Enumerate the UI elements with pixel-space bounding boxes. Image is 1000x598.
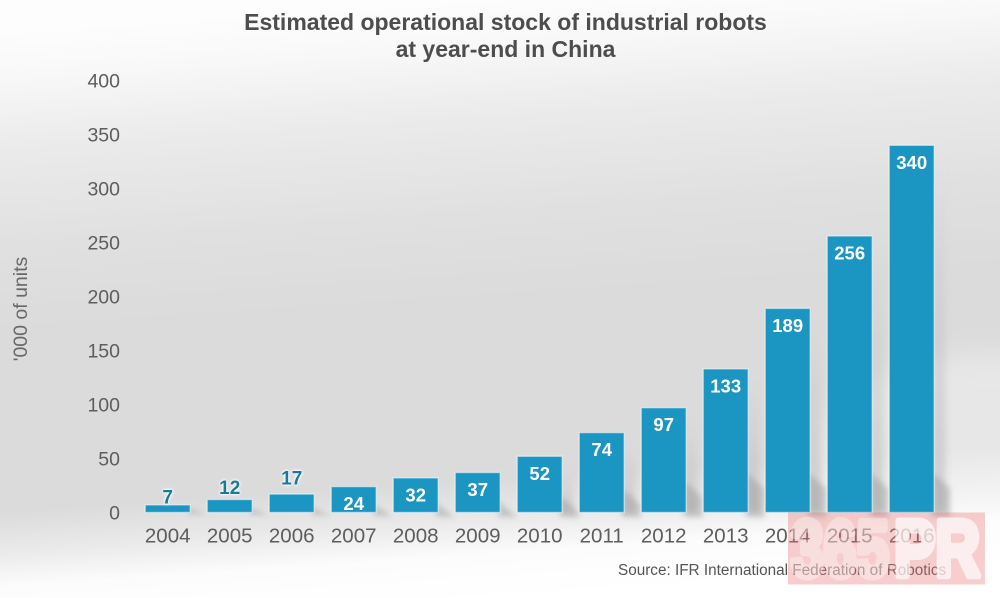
svg-text:2012: 2012 [641,525,687,548]
svg-text:2007: 2007 [331,525,377,548]
svg-text:2013: 2013 [703,525,749,548]
svg-text:150: 150 [87,341,120,363]
svg-text:2014: 2014 [765,525,811,548]
svg-text:2010: 2010 [517,525,563,548]
svg-text:2008: 2008 [393,525,439,548]
svg-text:Source: IFR International Fede: Source: IFR International Federation of … [618,562,947,579]
svg-text:133: 133 [710,375,741,396]
svg-text:7: 7 [162,488,173,509]
svg-text:2004: 2004 [145,525,191,548]
svg-text:100: 100 [87,395,120,417]
svg-text:2011: 2011 [580,525,624,548]
svg-text:24: 24 [343,493,364,514]
svg-text:2016: 2016 [889,525,935,548]
svg-text:74: 74 [591,439,612,460]
svg-text:17: 17 [281,468,302,489]
svg-text:189: 189 [772,315,803,336]
svg-text:32: 32 [405,484,426,505]
svg-text:350: 350 [87,125,120,147]
svg-text:2005: 2005 [207,525,253,548]
svg-text:52: 52 [529,463,550,484]
svg-text:'000 of units: '000 of units [10,256,32,361]
svg-text:2006: 2006 [269,525,315,548]
svg-text:97: 97 [653,414,674,435]
svg-text:at year-end in China: at year-end in China [396,36,616,62]
svg-text:0: 0 [109,503,120,525]
svg-text:250: 250 [87,233,120,255]
svg-text:300: 300 [87,179,120,201]
svg-text:200: 200 [87,287,120,309]
svg-text:PR: PR [894,504,980,593]
svg-text:400: 400 [87,71,120,93]
svg-text:Estimated operational stock of: Estimated operational stock of industria… [244,9,767,35]
svg-text:365: 365 [791,504,889,593]
svg-text:340: 340 [896,152,927,173]
svg-text:37: 37 [467,479,488,500]
svg-text:2015: 2015 [827,525,873,548]
svg-text:2009: 2009 [455,525,501,548]
svg-text:256: 256 [834,243,865,264]
svg-text:50: 50 [98,449,120,471]
svg-text:12: 12 [219,478,240,499]
